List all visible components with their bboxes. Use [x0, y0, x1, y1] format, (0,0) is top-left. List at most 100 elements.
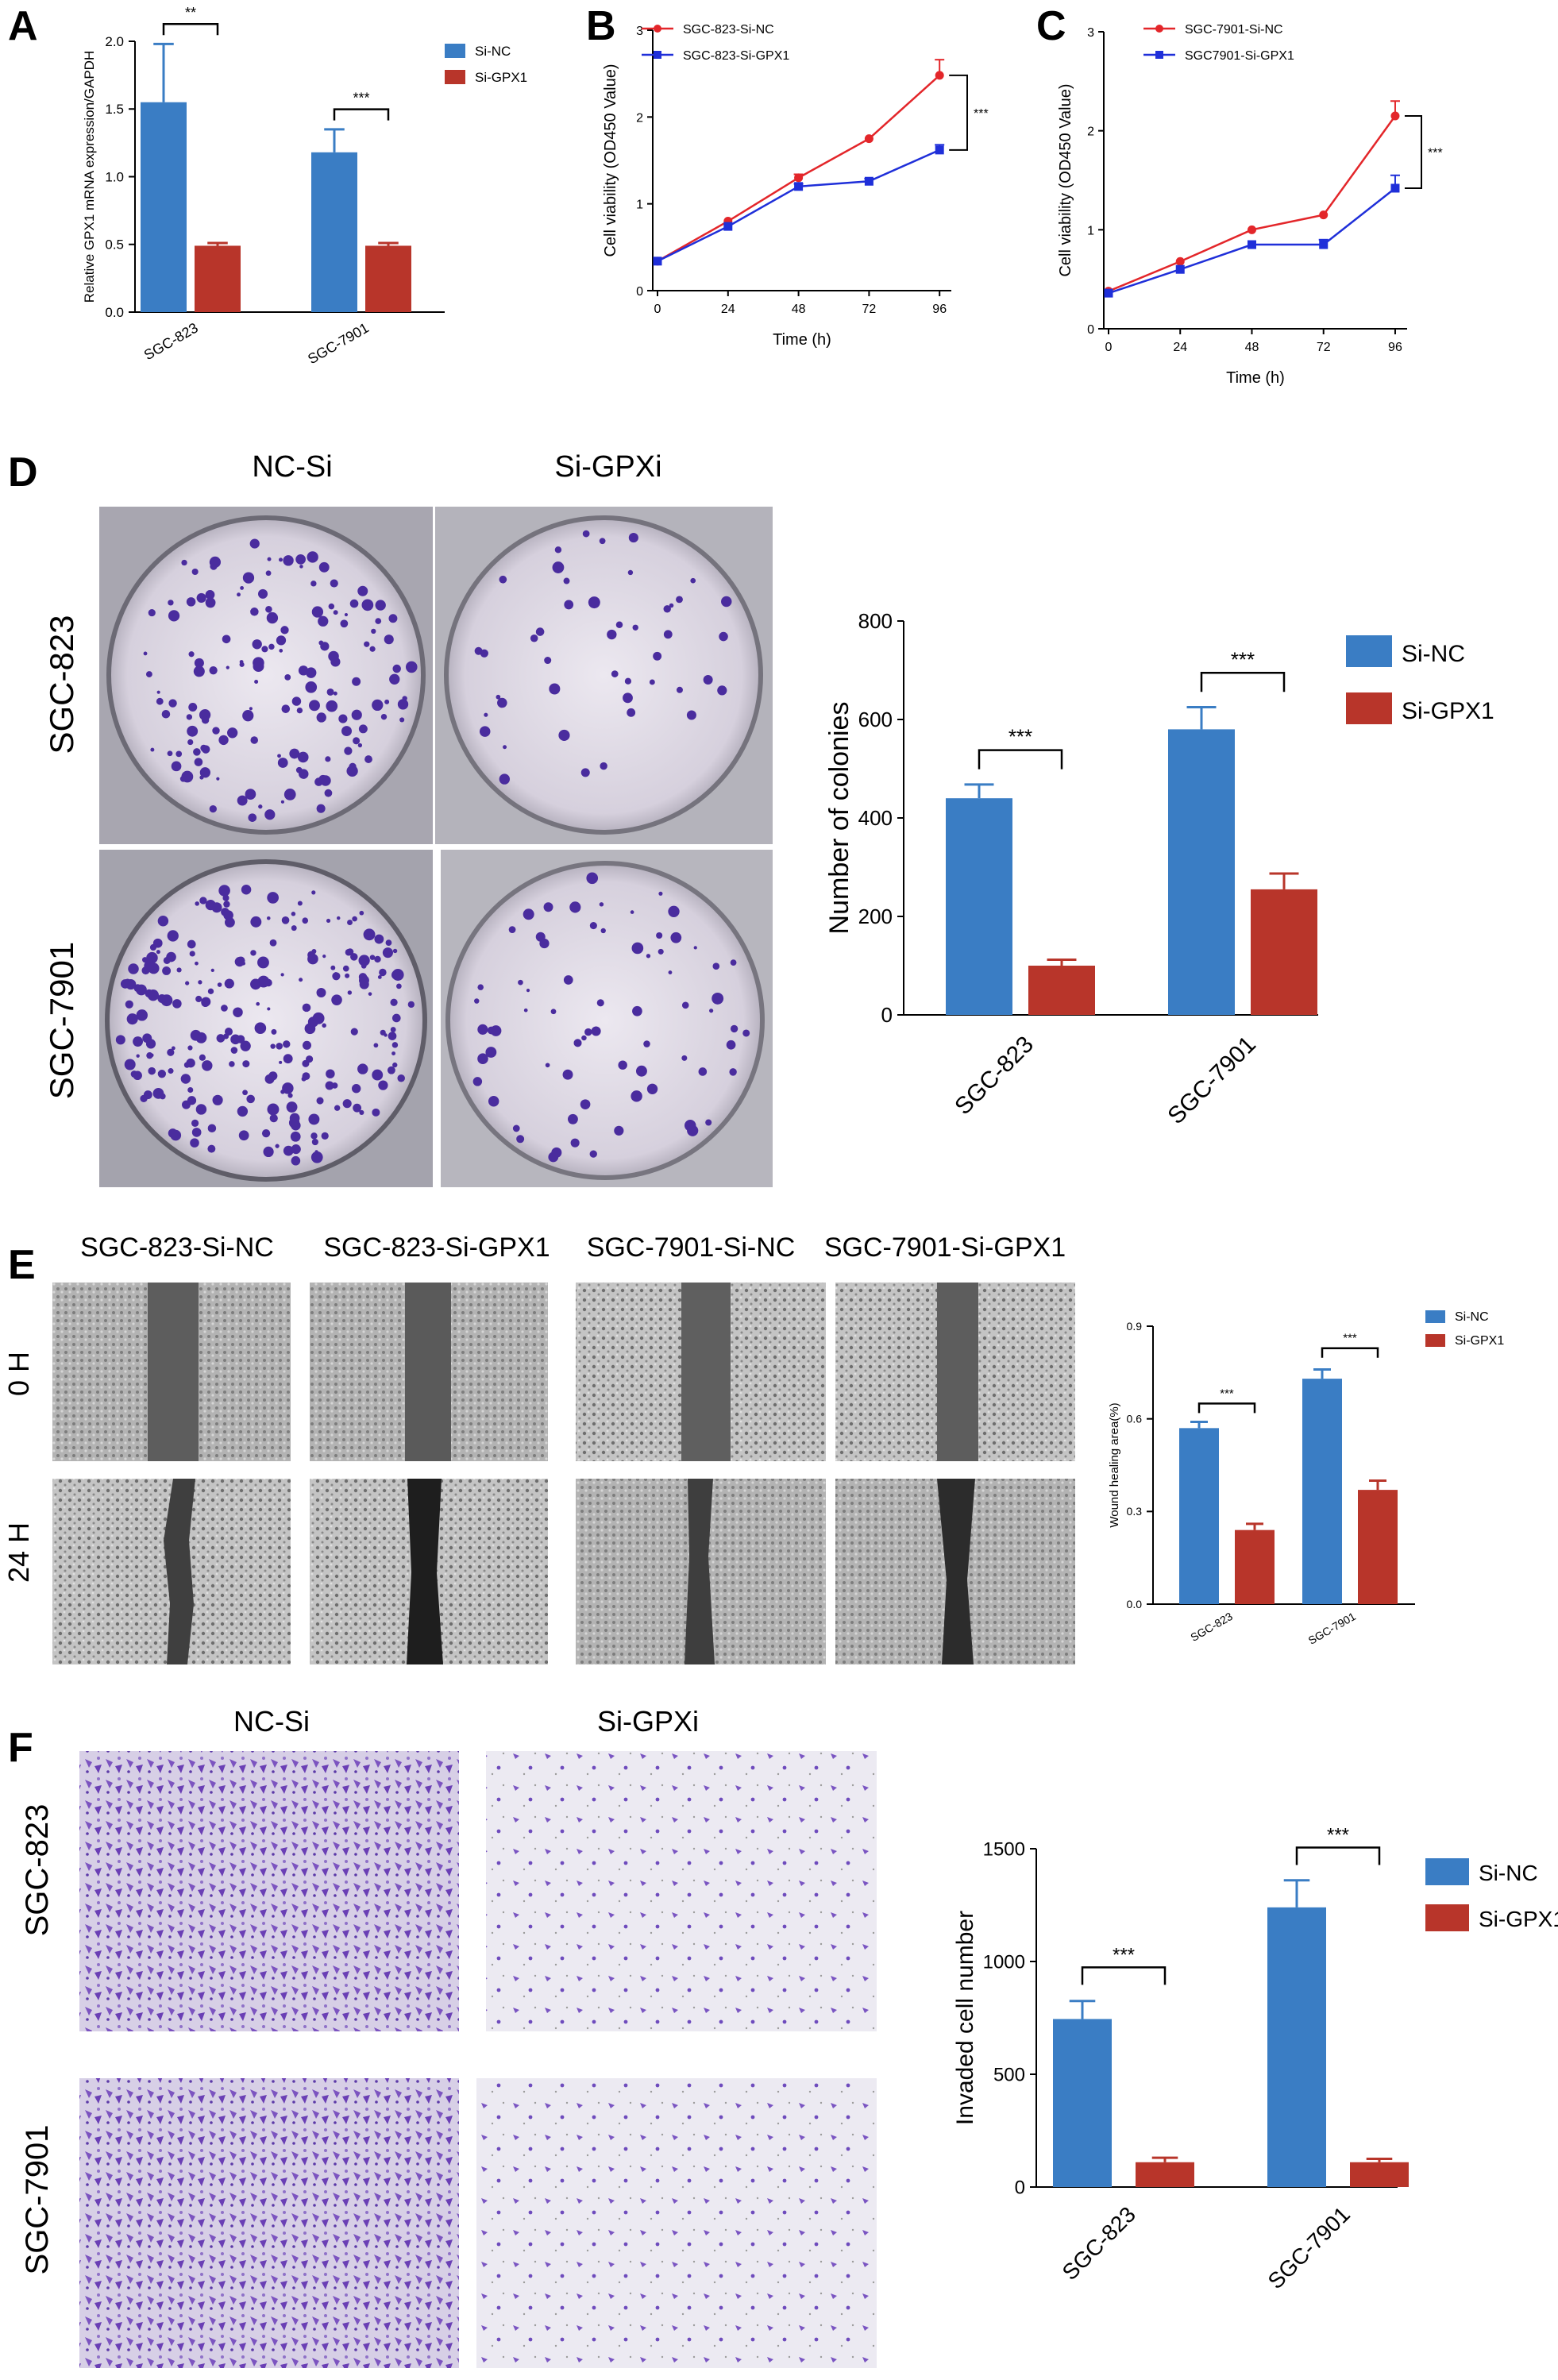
- colony-dot: [615, 621, 623, 629]
- colony-dot: [681, 1001, 689, 1009]
- colony-dot: [562, 1069, 573, 1080]
- data-point: [1319, 210, 1329, 220]
- colony-dot: [211, 902, 222, 913]
- colony-dot: [632, 624, 638, 631]
- colony-dot: [279, 557, 283, 562]
- x-tick-label: 0: [1105, 341, 1113, 354]
- colony-dot: [717, 685, 727, 696]
- colony-dot: [268, 643, 275, 650]
- y-tick-label: 0.0: [1127, 1598, 1143, 1610]
- colony-dot: [328, 650, 339, 662]
- colony-dot: [265, 570, 272, 577]
- wound-image-7901-nc-24h: [576, 1479, 826, 1664]
- colony-dot: [357, 585, 368, 596]
- colony-dot: [161, 709, 171, 719]
- colony-dot: [295, 766, 303, 773]
- colony-dot: [310, 1151, 323, 1163]
- bar-si-nc-sgc-7901: [1302, 1379, 1342, 1604]
- colony-dot: [668, 905, 680, 917]
- data-point: [864, 176, 873, 186]
- colony-dot: [196, 592, 206, 604]
- colony-dot: [563, 975, 573, 985]
- chart-e-wound-healing: 0.0 0.3 0.6 0.9 Wound healing area(%) *** SGC-…: [1108, 1310, 1504, 1647]
- d-col-header-si-gpxi: Si-GPXi: [554, 450, 661, 484]
- bar-si-gpx1-sgc-7901: [1251, 889, 1317, 1015]
- colony-dot: [311, 949, 317, 954]
- colony-dot: [218, 885, 230, 897]
- colony-dot: [474, 646, 483, 655]
- colony-dot: [352, 916, 357, 922]
- data-point: [1390, 111, 1400, 121]
- colony-dot: [271, 1028, 277, 1035]
- colony-dot: [187, 1045, 193, 1051]
- colony-dot: [311, 1138, 318, 1146]
- colony-dot: [334, 1105, 341, 1111]
- colony-dot: [125, 1000, 133, 1009]
- colony-dot: [484, 712, 488, 717]
- colony-dot: [730, 959, 737, 966]
- colony-dot: [205, 597, 216, 608]
- colony-dot: [649, 679, 655, 685]
- colony-dot: [148, 609, 156, 617]
- significance-bracket: [1081, 1966, 1167, 1985]
- y-tick-label: 1500: [983, 1838, 1025, 1860]
- colony-dot: [390, 1027, 396, 1032]
- colony-dot: [351, 709, 362, 720]
- significance-label: **: [185, 5, 196, 21]
- e-col-header-1: SGC-823-Si-NC: [80, 1232, 274, 1263]
- colony-dot: [166, 951, 176, 962]
- colony-dot: [142, 1033, 152, 1043]
- legend-label: SGC-7901-Si-NC: [1185, 23, 1283, 37]
- colony-dot: [523, 908, 534, 920]
- colony-dot: [385, 939, 392, 946]
- category-label: SGC-823: [1188, 1610, 1235, 1644]
- colony-dot: [353, 737, 361, 745]
- colony-dot: [627, 708, 636, 717]
- colony-dot: [275, 1144, 280, 1148]
- data-point: [935, 145, 944, 155]
- colony-dot: [326, 918, 331, 924]
- colony-dot: [156, 697, 164, 705]
- category-label: SGC-7901: [305, 320, 372, 368]
- colony-dot: [289, 748, 300, 759]
- legend-label: Si-GPX1: [475, 70, 527, 85]
- colony-dot: [580, 1099, 591, 1109]
- colony-dot: [283, 1145, 294, 1156]
- colony-dot: [364, 755, 372, 763]
- colony-dot: [224, 1028, 233, 1036]
- category-label: SGC-7901: [1263, 2202, 1355, 2293]
- colony-dot: [345, 973, 350, 978]
- colony-dot: [301, 1076, 307, 1082]
- colony-dot: [305, 681, 318, 693]
- colony-dot: [250, 608, 259, 616]
- bar-si-gpx1-sgc-7901: [1350, 2162, 1409, 2187]
- e-col-header-2: SGC-823-Si-GPX1: [323, 1232, 550, 1263]
- colony-dot: [257, 975, 270, 988]
- colony-dot: [291, 696, 302, 706]
- y-tick-label: 0: [1015, 2177, 1025, 2198]
- colony-dot: [663, 605, 671, 613]
- colony-dot: [316, 712, 326, 723]
- colony-dot: [591, 1026, 601, 1036]
- colony-dot: [344, 612, 349, 617]
- colony-dot: [548, 1151, 559, 1163]
- wound-image-823-si-0h: [310, 1283, 548, 1461]
- colony-dish-sgc823-nc: [99, 507, 433, 844]
- colony-dot: [357, 1063, 368, 1074]
- colony-dot: [277, 754, 281, 758]
- colony-dot: [703, 675, 713, 685]
- colony-dot: [256, 1001, 260, 1006]
- colony-dot: [358, 973, 368, 982]
- colony-dot: [302, 1040, 312, 1050]
- colony-dot: [330, 965, 336, 970]
- colony-dot: [299, 565, 303, 569]
- colony-dish-sgc823-si: [435, 507, 773, 844]
- colony-dot: [311, 890, 316, 895]
- significance-bracket: [162, 22, 219, 36]
- colony-dot: [279, 1060, 283, 1064]
- colony-dot: [128, 963, 139, 974]
- category-label: SGC-7901: [1163, 1032, 1261, 1130]
- legend-marker: [654, 25, 661, 33]
- colony-dot: [217, 982, 222, 987]
- colony-dot: [485, 1047, 497, 1058]
